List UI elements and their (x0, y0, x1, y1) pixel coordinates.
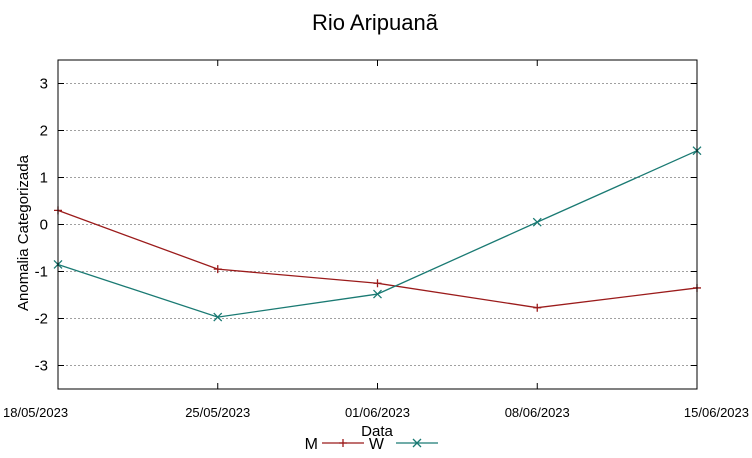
x-tick-label: 15/06/2023 (684, 405, 749, 420)
series-lines (53, 146, 702, 322)
plot-frame (57, 59, 698, 390)
cross-marker (412, 438, 422, 448)
cross-marker (373, 289, 382, 299)
y-tick-label: -1 (35, 264, 48, 281)
y-tick-label: 2 (40, 123, 48, 140)
x-tick-label: 01/06/2023 (345, 405, 410, 420)
cross-marker (532, 217, 542, 227)
legend-label: M (305, 436, 318, 453)
y-tick-label: -2 (35, 311, 48, 328)
series-line-w (57, 150, 698, 318)
x-tick-label: 08/06/2023 (505, 405, 570, 420)
y-tick-label: -3 (35, 358, 48, 375)
legend-label: W (369, 436, 385, 453)
y-axis-ticks: 3 2 1 0 -1 -2 -3 (35, 76, 697, 375)
y-tick-label: 3 (40, 76, 48, 93)
y-tick-label: 1 (40, 170, 48, 187)
chart-title: Rio Aripuanã (312, 10, 439, 35)
plus-marker (339, 439, 347, 447)
x-tick-label: 25/05/2023 (185, 405, 250, 420)
series-line-m (57, 209, 698, 309)
series-m (54, 206, 701, 312)
grid-lines (58, 83, 697, 366)
x-tick-label: 18/05/2023 (3, 405, 68, 420)
plus-marker (213, 265, 222, 274)
legend-item-w: W (369, 436, 438, 453)
series-w (53, 146, 702, 322)
cross-marker (213, 312, 223, 322)
y-axis-label: Anomalia Categorizada (15, 154, 32, 311)
y-tick-label: 0 (40, 217, 48, 234)
plus-marker (373, 279, 382, 288)
x-axis-label: Data (361, 423, 393, 440)
legend-item-m: M (305, 436, 364, 453)
plus-marker (533, 303, 542, 312)
